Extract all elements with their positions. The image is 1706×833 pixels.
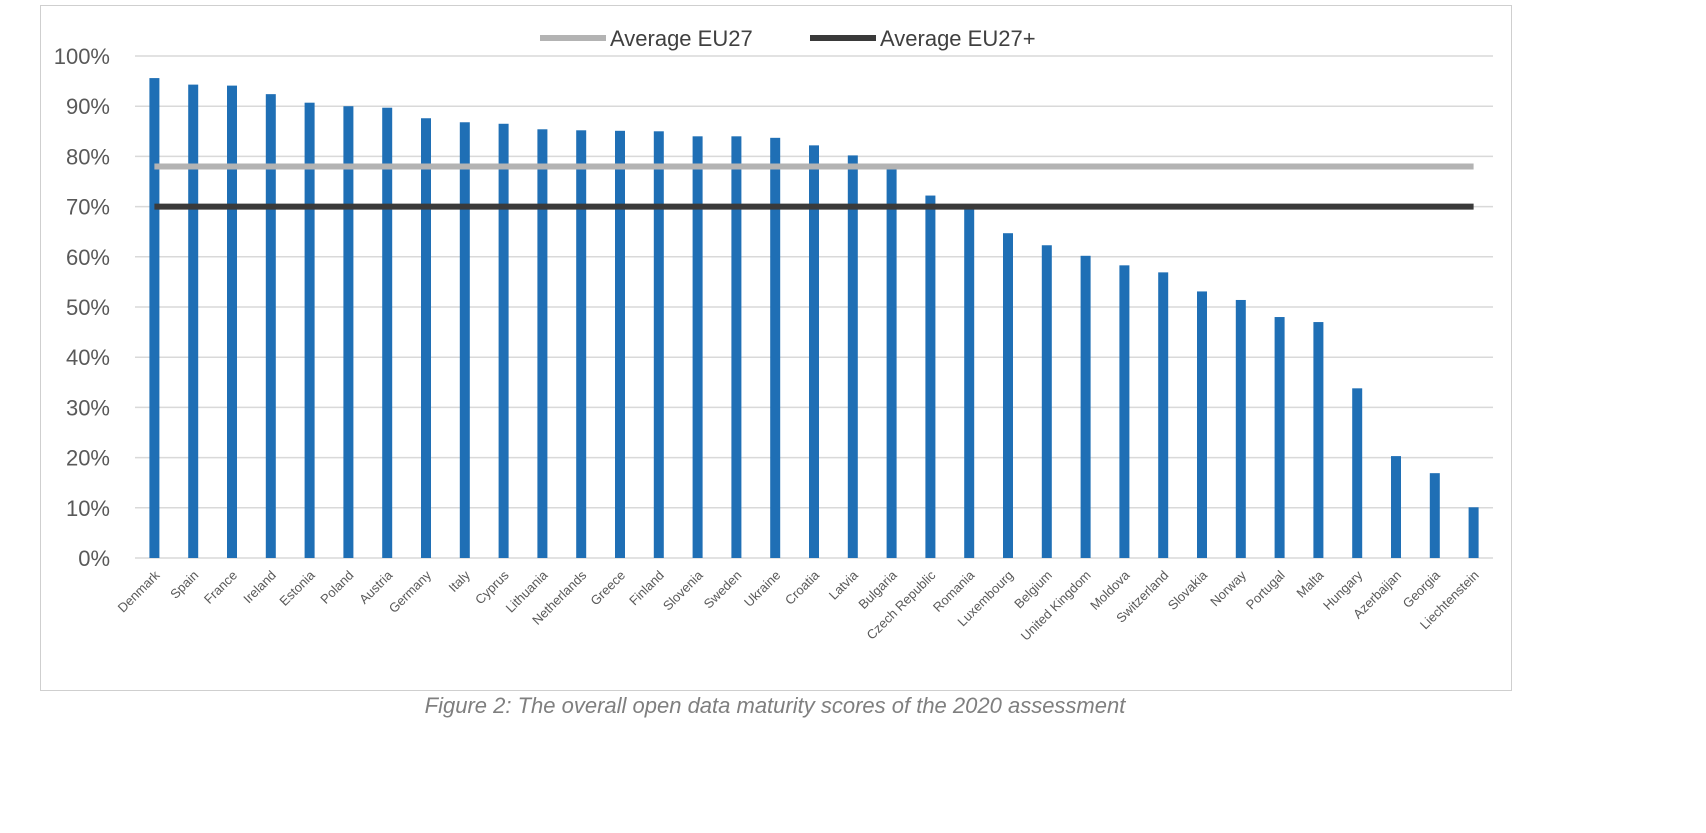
bar <box>382 107 393 559</box>
bar <box>1429 473 1440 558</box>
x-tick-label: Slovenia <box>660 567 706 613</box>
y-tick-label: 40% <box>66 345 110 370</box>
bar-chart: 0% 10% 20% 30% 40% 50% 60% 70% 80% 90% 100% Denmark… <box>54 26 1493 644</box>
x-tick-label: Spain <box>167 568 201 602</box>
x-tick-label: Portugal <box>1243 567 1288 612</box>
x-tick-label: France <box>201 568 240 607</box>
x-tick-label: Sweden <box>701 568 745 612</box>
x-tick-label: Malta <box>1293 567 1327 601</box>
x-tick-label: Latvia <box>826 567 862 603</box>
bar <box>498 123 509 559</box>
bar <box>1235 299 1246 558</box>
bar <box>188 84 199 558</box>
bar <box>421 118 431 559</box>
bar <box>459 122 470 558</box>
x-tick-label: United Kingdom <box>1018 568 1094 644</box>
bar <box>770 137 781 559</box>
bar <box>1313 322 1324 558</box>
y-tick-label: 60% <box>66 245 110 270</box>
y-tick-label: 100% <box>54 44 110 69</box>
bar <box>227 85 237 559</box>
bar <box>537 129 548 559</box>
bar <box>1080 255 1091 558</box>
bar <box>1391 456 1401 558</box>
legend-label: Average EU27 <box>610 26 753 51</box>
legend-label: Average EU27+ <box>880 26 1036 51</box>
bar <box>576 130 587 558</box>
x-tick-label: Greece <box>587 568 628 609</box>
x-tick-label: Italy <box>445 567 473 595</box>
x-tick-label: Germany <box>386 567 435 616</box>
y-tick-label: 30% <box>66 395 110 420</box>
bar <box>886 166 897 558</box>
bar <box>847 155 858 558</box>
chart-frame <box>40 5 1512 691</box>
bar <box>1119 265 1130 558</box>
x-tick-label: Ireland <box>240 568 279 607</box>
bar <box>1003 233 1013 558</box>
x-tick-label: Croatia <box>782 567 823 608</box>
y-tick-label: 80% <box>66 144 110 169</box>
bar <box>1158 272 1169 558</box>
bar <box>1352 388 1363 558</box>
y-tick-label: 90% <box>66 94 110 119</box>
bar <box>149 78 160 558</box>
bar <box>1197 291 1207 558</box>
figure-caption: Figure 2: The overall open data maturity… <box>424 693 1126 718</box>
bar <box>692 136 703 558</box>
bar <box>1041 245 1052 558</box>
x-tick-label: Slovakia <box>1165 567 1211 613</box>
x-tick-label: Denmark <box>115 567 163 615</box>
y-tick-label: 50% <box>66 295 110 320</box>
x-tick-label: Poland <box>317 568 356 607</box>
bar <box>265 94 276 558</box>
bar <box>964 209 975 559</box>
x-tick-label: Estonia <box>276 567 318 609</box>
y-tick-label: 0% <box>78 546 110 571</box>
y-tick-label: 10% <box>66 496 110 521</box>
x-tick-label: Ukraine <box>741 568 783 610</box>
bar <box>304 102 315 558</box>
bar <box>615 130 625 558</box>
bar <box>343 106 354 558</box>
y-tick-label: 70% <box>66 195 110 220</box>
y-tick-label: 20% <box>66 446 110 471</box>
bar <box>731 136 742 558</box>
bar <box>1468 507 1479 558</box>
bar <box>925 195 936 558</box>
bar <box>1274 317 1285 558</box>
bar <box>653 131 664 559</box>
x-tick-label: Czech Republic <box>864 567 939 642</box>
bar <box>809 145 819 558</box>
